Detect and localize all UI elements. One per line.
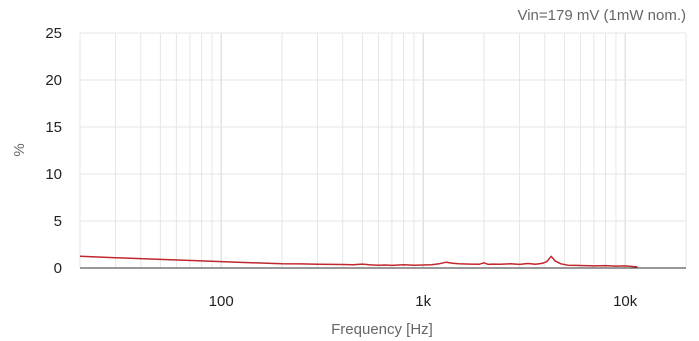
y-tick-label: 5 — [54, 213, 62, 230]
y-tick-label: 15 — [45, 119, 62, 136]
y-axis-title: % — [11, 143, 28, 156]
x-tick-label: 100 — [209, 293, 234, 310]
y-tick-label: 0 — [54, 260, 62, 277]
thd-series-line — [79, 255, 638, 268]
minor-gridlines — [79, 33, 687, 268]
x-tick-label: 10k — [613, 293, 638, 310]
input-level-annotation: Vin=179 mV (1mW nom.) — [517, 7, 686, 24]
y-tick-labels: 0 5 10 15 20 25 — [45, 25, 62, 277]
x-axis-title: Frequency [Hz] — [331, 321, 433, 338]
series-layer — [79, 255, 638, 268]
major-gridlines — [80, 32, 686, 268]
x-tick-labels: 100 1k 10k — [209, 293, 638, 310]
y-tick-label: 20 — [45, 72, 62, 89]
x-tick-label: 1k — [415, 293, 431, 310]
y-tick-label: 25 — [45, 25, 62, 42]
y-tick-label: 10 — [45, 166, 62, 183]
